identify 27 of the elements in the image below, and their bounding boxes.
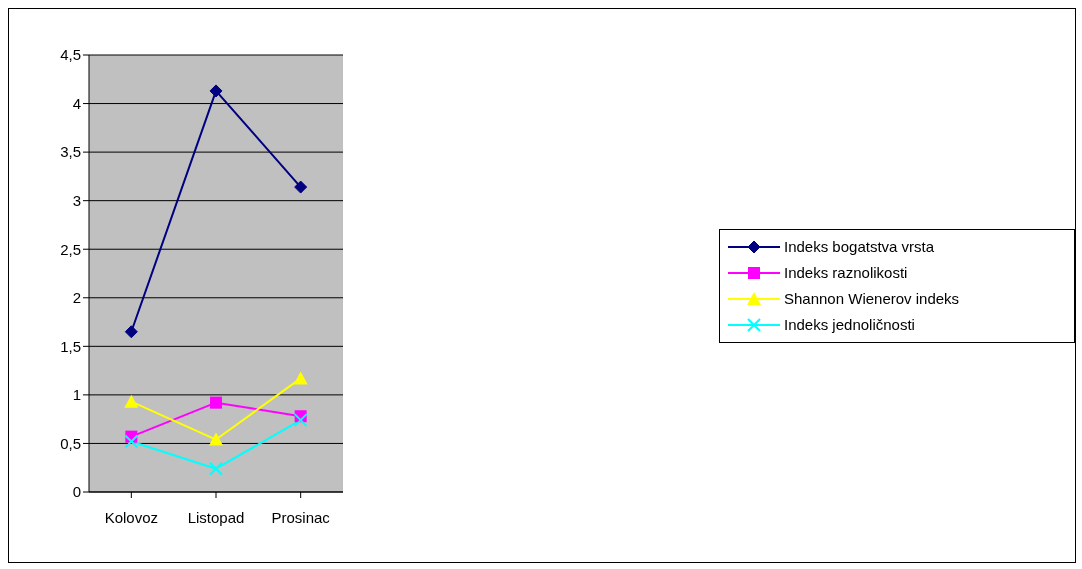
y-tick-label: 3 [72,191,81,209]
point [210,396,222,409]
point [124,434,139,449]
y-tick-label: 1,5 [60,337,81,355]
legend-label: Indeks raznolikosti [784,264,908,281]
legend-label: Indeks bogatstva vrsta [784,238,935,255]
x-tick-label: Prosinac [271,508,331,526]
point [209,84,223,98]
y-tick-label: 4 [72,94,81,112]
legend-label: Shannon Wienerov indeks [784,290,960,307]
x-tick-label: Listopad [187,508,245,526]
y-tick-label: 4,5 [60,46,81,64]
point [294,180,308,194]
point [293,371,308,385]
point [209,461,223,476]
point [124,394,139,408]
y-tick-label: 2,5 [60,240,81,258]
y-tick-label: 0 [72,483,81,501]
point [293,413,308,428]
legend-label: Indeks jednoličnosti [784,316,915,333]
y-tick-label: 0,5 [60,434,81,452]
y-tick-label: 3,5 [60,143,81,161]
y-tick-label: 2 [72,289,81,307]
x-tick-label: Kolovoz [104,508,159,526]
y-tick-label: 1 [72,386,81,404]
point [124,325,138,339]
point [209,432,223,446]
